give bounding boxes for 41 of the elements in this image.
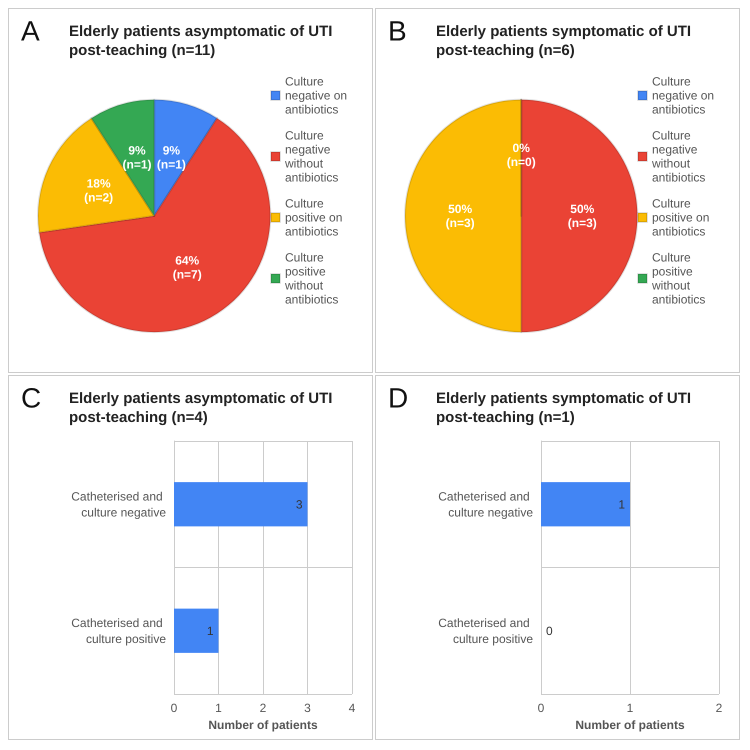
- legend-label: Culture negative without antibiotics: [651, 128, 706, 184]
- data-label: 9% (n=1): [156, 143, 186, 172]
- chart-title: Elderly patients asymptomatic of UTI post-teaching (n=4): [69, 390, 332, 426]
- data-label: 1: [618, 497, 626, 512]
- legend-label: Culture positive without antibiotics: [284, 250, 338, 306]
- chart-title: Elderly patients asymptomatic of UTI post-teaching (n=11): [69, 23, 332, 59]
- data-label: 18% (n=2): [84, 176, 114, 205]
- x-tick-label: 4: [348, 701, 356, 715]
- text: C: [21, 382, 42, 414]
- chart-title: Elderly patients symptomatic of UTI post-teaching (n=1): [436, 390, 692, 426]
- data-label: 50% (n=3): [568, 202, 597, 230]
- legend-label: Culture positive without antibiotics: [651, 250, 706, 306]
- x-axis-title: Number of patients: [208, 718, 318, 732]
- data-label: 64% (n=7): [172, 253, 202, 282]
- x-tick-label: 1: [626, 701, 634, 715]
- y-tick-label: Catheterised and culture negative: [71, 489, 166, 520]
- y-tick-label: Catheterised and culture negative: [438, 489, 534, 520]
- x-tick-label: 0: [538, 701, 545, 715]
- legend-label: Culture positive on antibiotics: [652, 196, 713, 238]
- text: A: [21, 16, 40, 46]
- text: 0% (n=0): [506, 140, 536, 169]
- x-tick-label: 3: [304, 701, 312, 715]
- data-label: 3: [296, 497, 303, 512]
- x-tick-label: 1: [215, 701, 222, 715]
- text: B: [388, 16, 407, 46]
- legend-label: Culture positive on antibiotics: [285, 196, 346, 238]
- legend-label: Culture negative without antibiotics: [284, 128, 338, 184]
- text: D: [388, 382, 408, 414]
- y-tick-label: Catheterised and culture positive: [438, 616, 534, 646]
- data-label: 0: [546, 624, 553, 638]
- x-tick-label: 2: [260, 701, 267, 715]
- data-label: 50% (n=3): [446, 202, 475, 230]
- chart-title: Elderly patients symptomatic of UTI post-teaching (n=6): [436, 23, 692, 59]
- legend-label: Culture negative on antibiotics: [285, 74, 350, 116]
- data-label: 9% (n=1): [122, 143, 152, 172]
- y-tick-label: Catheterised and culture positive: [71, 616, 166, 646]
- data-label: 1: [206, 624, 214, 638]
- x-tick-label: 0: [170, 701, 178, 715]
- x-axis-title: Number of patients: [575, 718, 685, 732]
- x-tick-label: 2: [716, 701, 723, 715]
- legend-label: Culture negative on antibiotics: [652, 74, 718, 116]
